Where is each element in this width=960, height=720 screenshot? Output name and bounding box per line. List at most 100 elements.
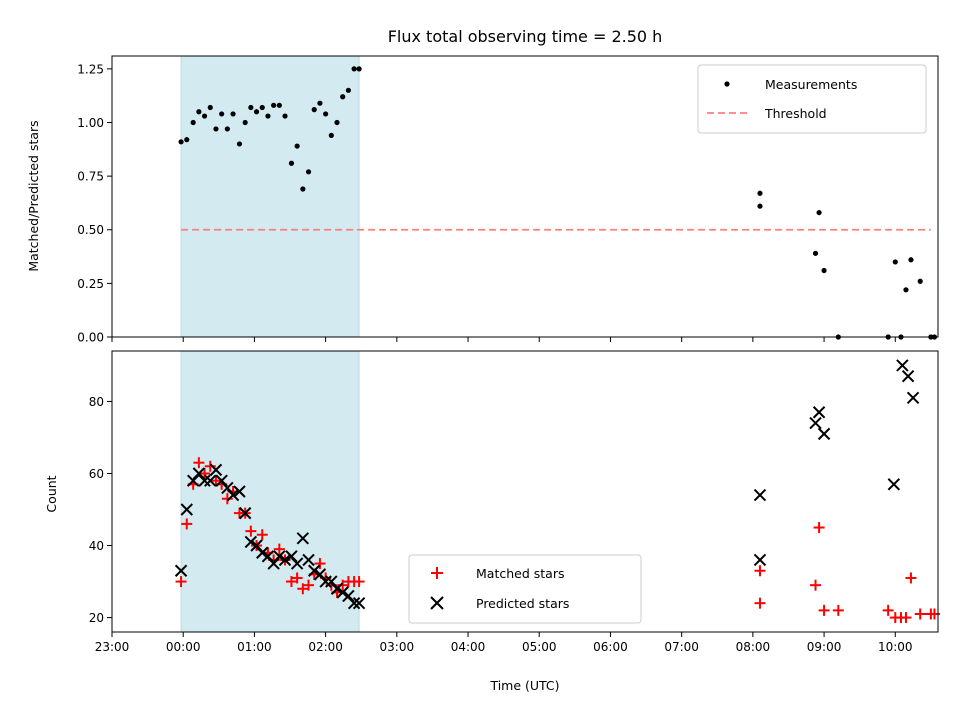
- matched-point: [314, 558, 326, 570]
- y-tick-label: 80: [89, 395, 104, 409]
- bottom-y-ticks: 20 40 60 80: [89, 395, 112, 625]
- matched-point: [245, 525, 257, 537]
- matched-point: [754, 565, 766, 577]
- y-tick-label: 1.00: [77, 116, 104, 130]
- bottom-legend: Matched stars Predicted stars: [408, 554, 642, 624]
- measurement-point: [196, 109, 202, 115]
- bottom-y-label: Count: [44, 475, 59, 512]
- measurement-point: [190, 119, 196, 126]
- measurement-point: [356, 66, 362, 72]
- predicted-point: [250, 539, 263, 552]
- measurement-point: [328, 132, 334, 138]
- x-tick-label: 01:00: [237, 640, 272, 654]
- predicted-point: [278, 553, 292, 567]
- legend-matched-marker: [431, 567, 443, 579]
- predicted-point: [347, 596, 361, 610]
- measurement-point: [259, 104, 265, 111]
- matched-point: [291, 572, 303, 584]
- predicted-point: [313, 568, 327, 581]
- top-y-ticks: 0.00 0.25 0.50 0.75 1.00 1.25: [77, 62, 112, 345]
- measurement-point: [230, 111, 236, 117]
- x-tick-label: 04:00: [451, 640, 486, 654]
- measurement-point: [340, 94, 346, 100]
- x-tick-label: 06:00: [593, 640, 628, 654]
- matched-point: [181, 518, 193, 530]
- measurement-point: [323, 111, 329, 117]
- matched-point: [905, 572, 917, 584]
- legend-predicted-label: Predicted stars: [476, 596, 569, 611]
- measurement-point: [351, 66, 357, 72]
- matched-point: [204, 460, 216, 472]
- measurement-point: [812, 250, 819, 256]
- predicted-point: [319, 575, 332, 588]
- count-series: [174, 359, 940, 624]
- measurement-point: [892, 259, 898, 265]
- measurement-point: [253, 109, 260, 115]
- measurement-point: [757, 190, 763, 196]
- measurement-point: [345, 87, 352, 93]
- y-tick-label: 20: [89, 611, 104, 625]
- matched-point: [337, 579, 349, 591]
- measurement-point: [265, 113, 271, 119]
- measurement-point: [300, 186, 306, 192]
- top-legend: Measurements Threshold: [697, 64, 927, 134]
- matched-point: [193, 457, 205, 469]
- matched-point: [273, 543, 285, 555]
- measurement-point: [305, 169, 312, 175]
- bottom-x-ticks: 23:00 00:00 01:00 02:00 03:00 04:00 05:00 06:00…: [95, 632, 913, 654]
- measurement-point: [903, 287, 909, 293]
- predicted-point: [753, 488, 767, 502]
- measurement-point: [184, 137, 190, 143]
- x-tick-label: 08:00: [736, 640, 771, 654]
- matched-point: [754, 597, 766, 609]
- predicted-point: [209, 463, 223, 477]
- matched-point: [285, 576, 297, 588]
- matched-point: [199, 467, 211, 479]
- matched-point: [832, 604, 844, 616]
- matched-point: [813, 522, 825, 534]
- measurement-point: [294, 143, 300, 149]
- predicted-point: [336, 586, 349, 599]
- measurement-point: [236, 141, 243, 147]
- measurement-point: [917, 278, 923, 284]
- top-axes-frame: [111, 55, 939, 338]
- predicted-point: [901, 370, 915, 383]
- predicted-point: [192, 467, 206, 480]
- predicted-point: [186, 474, 200, 487]
- predicted-point: [261, 550, 275, 563]
- predicted-point: [906, 391, 920, 405]
- x-tick-label: 09:00: [807, 640, 842, 654]
- predicted-point: [887, 478, 901, 491]
- matched-point: [175, 576, 187, 588]
- predicted-point: [896, 359, 909, 372]
- predicted-point: [308, 564, 321, 577]
- predicted-point: [226, 488, 240, 502]
- top-x-ticks: [111, 337, 896, 342]
- x-tick-label: 07:00: [664, 640, 699, 654]
- y-tick-label: 1.25: [77, 62, 104, 76]
- y-tick-label: 60: [89, 467, 104, 481]
- predicted-point: [285, 550, 298, 563]
- matched-point: [810, 579, 822, 591]
- measurement-point: [213, 126, 219, 132]
- predicted-point: [753, 553, 767, 567]
- predicted-point: [302, 553, 315, 567]
- measurement-point: [178, 139, 184, 145]
- predicted-point: [325, 575, 338, 588]
- y-tick-label: 0.50: [77, 223, 104, 237]
- predicted-point: [215, 474, 228, 487]
- matched-point: [914, 608, 926, 620]
- legend-matched-label: Matched stars: [476, 566, 564, 581]
- measurement-point: [317, 100, 323, 106]
- measurement-point: [282, 113, 288, 119]
- predicted-point: [296, 532, 310, 545]
- predicted-point: [174, 564, 188, 577]
- measurement-point: [288, 160, 295, 166]
- legend-predicted-marker: [430, 596, 444, 610]
- matched-point: [256, 529, 268, 541]
- measurements-series: [178, 66, 938, 340]
- matched-point: [210, 475, 222, 487]
- legend-threshold-label: Threshold: [764, 106, 827, 121]
- measurement-point: [816, 209, 822, 216]
- predicted-point: [342, 589, 355, 603]
